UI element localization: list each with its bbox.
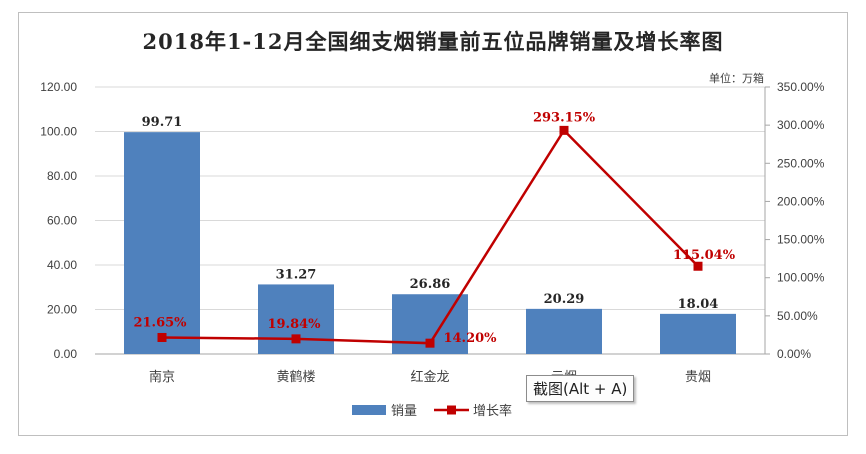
bar-data-label: 99.71 <box>142 115 183 130</box>
growth-data-label: 14.20% <box>443 331 497 346</box>
growth-point <box>425 338 435 348</box>
growth-point <box>291 334 301 344</box>
growth-data-label: 115.04% <box>673 248 736 263</box>
x-tick-label: 黄鹤楼 <box>276 369 315 385</box>
growth-data-label: 293.15% <box>533 110 596 125</box>
y-right-tick-label: 300.00% <box>777 118 825 132</box>
y-right-tick-label: 50.00% <box>777 309 818 323</box>
growth-point <box>157 332 167 342</box>
legend-marker <box>447 405 456 415</box>
bar <box>526 308 602 354</box>
x-tick-label: 红金龙 <box>410 369 449 385</box>
y-right-tick-label: 350.00% <box>777 80 825 94</box>
bar-data-label: 18.04 <box>678 297 719 312</box>
y-right-tick-label: 100.00% <box>777 271 825 285</box>
y-left-tick-label: 100.00 <box>40 125 77 139</box>
screenshot-tooltip: 截图(Alt + A) <box>526 375 635 402</box>
y-left-tick-label: 20.00 <box>47 303 77 317</box>
y-left-tick-label: 0.00 <box>54 347 78 361</box>
y-left-tick-label: 120.00 <box>40 80 77 94</box>
y-right-tick-label: 200.00% <box>777 194 825 208</box>
x-tick-label: 贵烟 <box>685 370 711 385</box>
y-left-tick-label: 40.00 <box>47 258 77 272</box>
y-left-tick-label: 60.00 <box>47 214 77 228</box>
legend-label: 销量 <box>391 404 417 419</box>
growth-data-label: 21.65% <box>133 315 187 330</box>
bar <box>660 313 736 354</box>
bar-data-label: 31.27 <box>276 267 317 282</box>
chart-title: 2018年1-12月全国细支烟销量前五位品牌销量及增长率图 <box>142 29 724 54</box>
legend-swatch-bars <box>352 405 386 415</box>
y-right-tick-label: 250.00% <box>777 156 825 170</box>
growth-point <box>559 125 569 135</box>
y-right-tick-label: 0.00% <box>777 347 811 361</box>
unit-note: 单位：万箱 <box>709 72 764 85</box>
growth-point <box>693 261 703 271</box>
x-tick-label: 南京 <box>149 369 175 385</box>
y-right-tick-label: 150.00% <box>777 233 825 247</box>
bar <box>124 132 200 354</box>
bar-data-label: 20.29 <box>544 292 585 307</box>
growth-data-label: 19.84% <box>267 317 321 332</box>
y-left-tick-label: 80.00 <box>47 169 77 183</box>
bar-data-label: 26.86 <box>410 277 451 292</box>
legend-label: 增长率 <box>473 403 512 419</box>
